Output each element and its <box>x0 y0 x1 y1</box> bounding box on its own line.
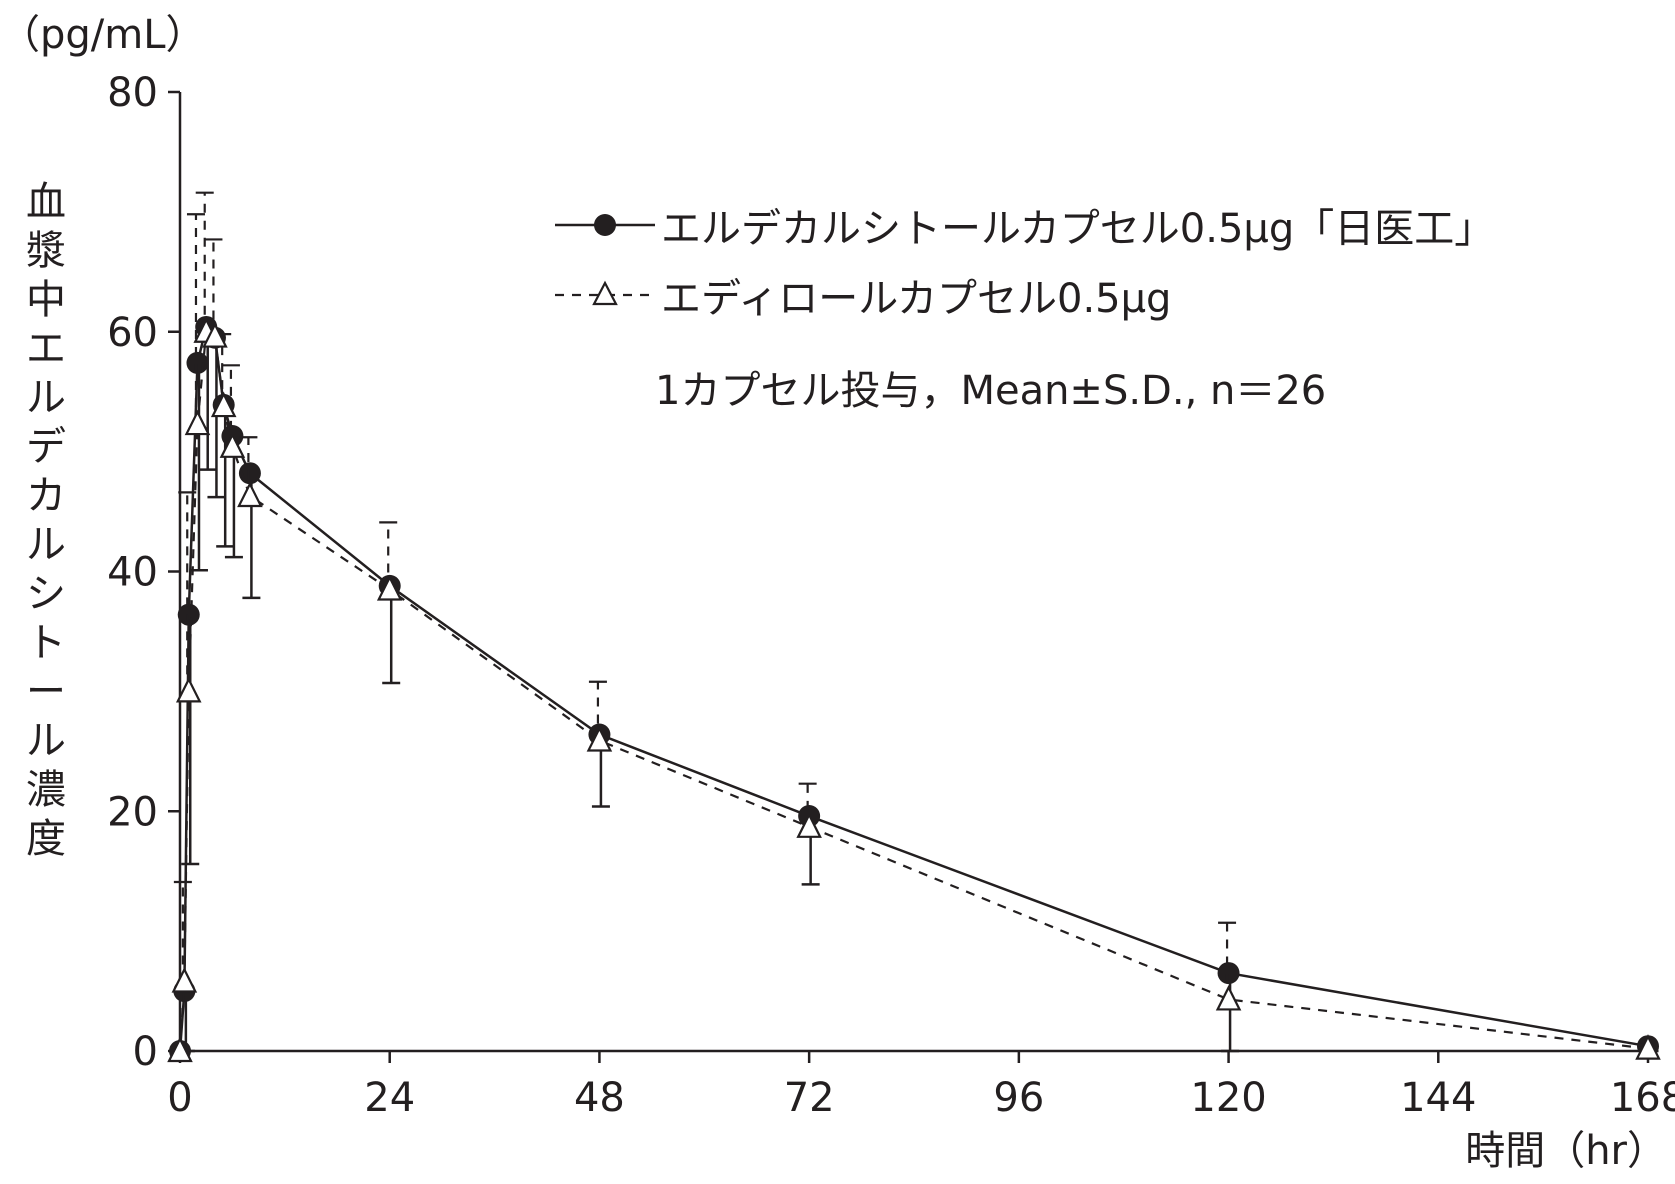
data-point-triangle <box>586 726 613 752</box>
x-tick-label: 48 <box>574 1075 625 1121</box>
data-point-triangle <box>184 409 211 436</box>
data-point-circle <box>186 351 209 374</box>
x-tick-label: 168 <box>1610 1075 1675 1121</box>
data-point-triangle <box>175 676 202 703</box>
x-axis-label: 時間（hr） <box>1465 1128 1667 1174</box>
data-point-triangle <box>167 1036 193 1063</box>
data-point-triangle <box>210 391 237 418</box>
y-tick-label: 0 <box>133 1029 158 1075</box>
x-tick-label: 24 <box>364 1075 415 1121</box>
x-tick-label: 72 <box>784 1075 835 1121</box>
y-unit-label: （pg/mL） <box>0 12 206 58</box>
legend-entry-test: エルデカルシトールカプセル0.5μg「日医工」 <box>555 190 1494 260</box>
data-point-triangle <box>202 322 228 348</box>
y-tick-label: 80 <box>107 70 158 116</box>
data-point-triangle <box>1635 1034 1661 1060</box>
x-tick-label: 0 <box>167 1075 192 1121</box>
data-point-triangle <box>237 481 263 508</box>
chart-note: 1カプセル投与，Mean±S.D., n＝26 <box>655 368 1327 414</box>
legend-label-reference: エディロールカプセル0.5μg <box>661 276 1172 322</box>
legend-key-filled-circle <box>555 214 655 236</box>
y-tick-label: 40 <box>107 550 158 596</box>
y-tick-label: 20 <box>107 789 158 835</box>
x-tick-label: 120 <box>1190 1075 1266 1121</box>
legend-entry-reference: エディロールカプセル0.5μg <box>555 260 1494 330</box>
data-point-triangle <box>219 432 246 458</box>
data-point-triangle <box>796 812 822 838</box>
legend-key-open-triangle <box>555 280 655 306</box>
x-tick-label: 144 <box>1400 1075 1476 1121</box>
x-tick-label: 96 <box>993 1075 1044 1121</box>
legend: エルデカルシトールカプセル0.5μg「日医工」 エディロールカプセル0.5μg <box>555 190 1494 330</box>
legend-label-test: エルデカルシトールカプセル0.5μg「日医工」 <box>661 206 1495 252</box>
series-line-test <box>178 324 1649 1052</box>
data-point-triangle <box>171 967 198 993</box>
data-point-triangle <box>1215 984 1242 1011</box>
y-tick-label: 60 <box>107 310 158 356</box>
data-point-circle <box>177 603 200 626</box>
data-point-triangle <box>376 575 403 601</box>
series-line-reference <box>178 329 1649 1052</box>
y-axis-label: 血漿中エルデカルシトール濃度 <box>26 179 66 862</box>
data-point-circle <box>1217 962 1240 985</box>
